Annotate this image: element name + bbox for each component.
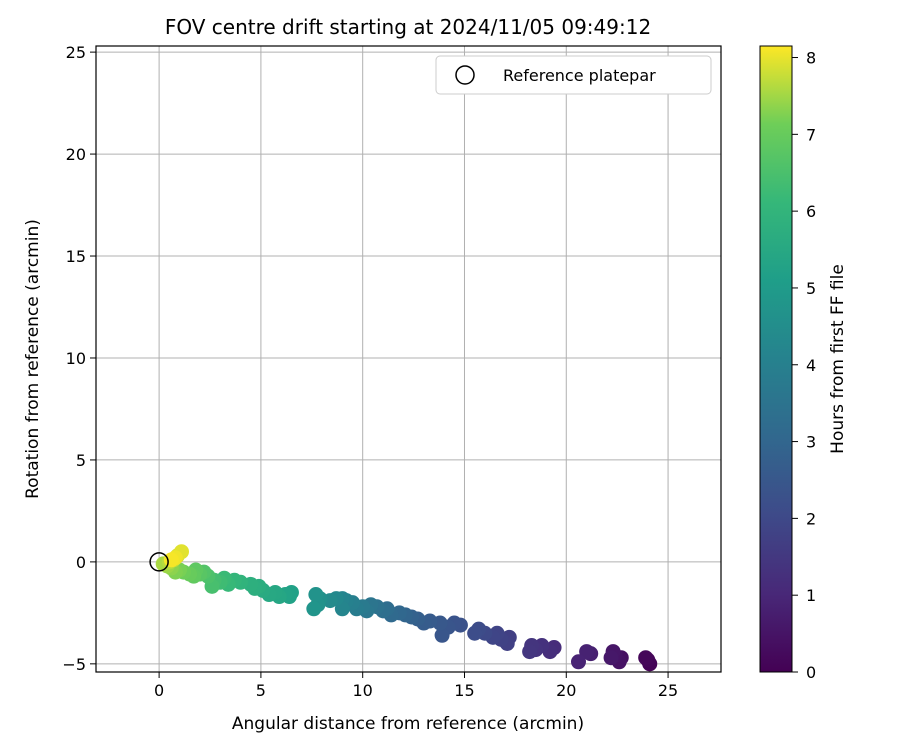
x-axis-label: Angular distance from reference (arcmin) <box>232 714 584 734</box>
colorbar-ticks: 0 1 2 3 4 5 6 7 8 <box>792 49 816 682</box>
y-tick-label: 25 <box>66 43 86 62</box>
scatter-point <box>308 587 324 603</box>
x-tick-label: 25 <box>658 681 678 700</box>
scatter-point <box>434 627 450 643</box>
scatter-point <box>163 552 179 568</box>
colorbar-tick-label: 6 <box>806 202 816 221</box>
colorbar-tick-label: 1 <box>806 586 816 605</box>
x-axis-ticks: 0 5 10 15 20 25 <box>154 672 678 700</box>
scatter-point <box>603 650 619 666</box>
scatter-point <box>306 601 322 617</box>
x-tick-label: 10 <box>353 681 373 700</box>
scatter-points <box>155 544 658 672</box>
y-tick-label: 5 <box>76 451 86 470</box>
scatter-point <box>638 650 654 666</box>
legend-marker <box>455 65 475 85</box>
colorbar <box>759 45 793 673</box>
x-tick-label: 20 <box>556 681 576 700</box>
y-tick-label: 0 <box>76 553 86 572</box>
y-tick-label: −5 <box>62 655 86 674</box>
y-tick-label: 20 <box>66 145 86 164</box>
colorbar-tick-label: 3 <box>806 433 816 452</box>
reference-platepar-marker <box>149 552 169 572</box>
scatter-point <box>522 644 538 660</box>
chart-title: FOV centre drift starting at 2024/11/05 … <box>165 15 651 39</box>
plot-area <box>95 45 722 673</box>
x-tick-label: 5 <box>256 681 266 700</box>
scatter-point <box>579 644 595 660</box>
y-axis-label: Rotation from reference (arcmin) <box>23 219 43 499</box>
y-tick-label: 10 <box>66 349 86 368</box>
y-axis-ticks: −5 0 5 10 15 20 25 <box>62 43 96 674</box>
scatter-point <box>467 625 483 641</box>
legend-box <box>435 55 712 95</box>
colorbar-label: Hours from first FF file <box>828 264 848 454</box>
legend-label: Reference platepar <box>503 66 656 85</box>
colorbar-tick-label: 2 <box>806 509 816 528</box>
colorbar-tick-label: 8 <box>806 49 816 68</box>
y-tick-label: 15 <box>66 247 86 266</box>
scatter-point <box>570 654 586 670</box>
colorbar-tick-label: 4 <box>806 356 816 375</box>
x-tick-label: 15 <box>454 681 474 700</box>
colorbar-tick-label: 0 <box>806 663 816 682</box>
colorbar-tick-label: 5 <box>806 279 816 298</box>
legend: Reference platepar <box>435 55 712 95</box>
grid-lines <box>96 46 721 672</box>
colorbar-tick-label: 7 <box>806 125 816 144</box>
x-tick-label: 0 <box>154 681 164 700</box>
